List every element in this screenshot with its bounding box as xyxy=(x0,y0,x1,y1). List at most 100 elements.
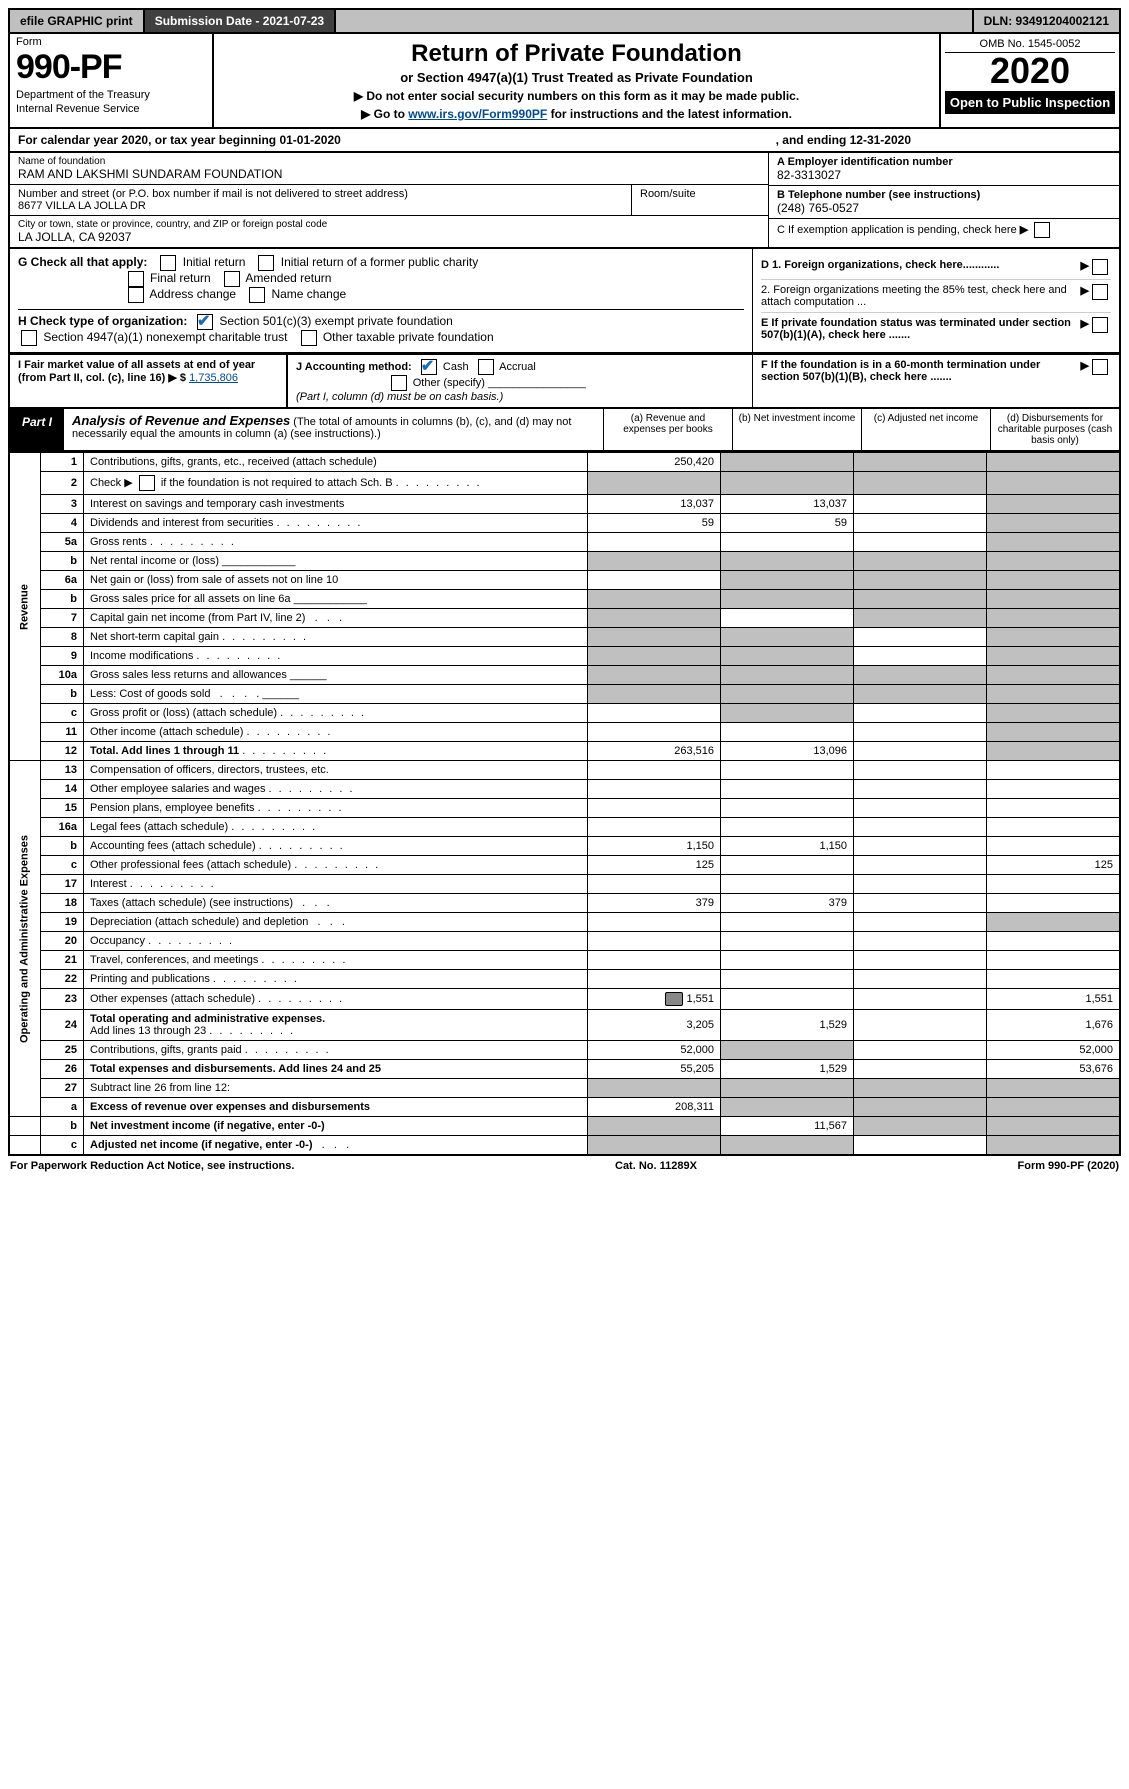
col-a-header: (a) Revenue and expenses per books xyxy=(603,409,732,450)
g-final-return-checkbox[interactable] xyxy=(128,271,144,287)
h-other-taxable: Other taxable private foundation xyxy=(323,330,494,344)
line5b-desc: Net rental income or (loss) ____________ xyxy=(84,552,588,571)
e-checkbox[interactable] xyxy=(1092,317,1108,333)
footer-mid: Cat. No. 11289X xyxy=(615,1160,697,1172)
line2-checkbox[interactable] xyxy=(139,475,155,491)
entity-info: Name of foundation RAM AND LAKSHMI SUNDA… xyxy=(8,153,1121,249)
line16c-desc: Other professional fees (attach schedule… xyxy=(84,856,588,875)
foundation-name-cell: Name of foundation RAM AND LAKSHMI SUNDA… xyxy=(10,153,768,185)
ein-label: A Employer identification number xyxy=(777,156,953,168)
i-cell: I Fair market value of all assets at end… xyxy=(10,355,287,407)
form-link-line: ▶ Go to www.irs.gov/Form990PF for instru… xyxy=(224,107,929,121)
line11-desc: Other income (attach schedule) xyxy=(84,723,588,742)
irs-link[interactable]: www.irs.gov/Form990PF xyxy=(408,107,547,121)
footer-left: For Paperwork Reduction Act Notice, see … xyxy=(10,1160,294,1172)
j-other-checkbox[interactable] xyxy=(391,375,407,391)
dept-irs: Internal Revenue Service xyxy=(16,103,206,115)
j-cash-checkbox[interactable] xyxy=(421,359,437,375)
f-cell: F If the foundation is in a 60-month ter… xyxy=(752,355,1119,407)
name-label: Name of foundation xyxy=(18,156,760,167)
j-accrual-checkbox[interactable] xyxy=(478,359,494,375)
col-d-header: (d) Disbursements for charitable purpose… xyxy=(990,409,1119,450)
h-4947-checkbox[interactable] xyxy=(21,330,37,346)
line6a-desc: Net gain or (loss) from sale of assets n… xyxy=(84,571,588,590)
col-c-header: (c) Adjusted net income xyxy=(861,409,990,450)
h-501c3-checkbox[interactable] xyxy=(197,314,213,330)
col-b-header: (b) Net investment income xyxy=(732,409,861,450)
g-initial-former-checkbox[interactable] xyxy=(258,255,274,271)
g-name-change: Name change xyxy=(271,287,346,301)
form-number: 990-PF xyxy=(16,48,206,87)
line16c-d: 125 xyxy=(987,856,1121,875)
table-row: 5aGross rents xyxy=(9,533,1120,552)
table-row: 2Check ▶ if the foundation is not requir… xyxy=(9,472,1120,495)
form-label: Form xyxy=(16,36,206,48)
form-id-box: Form 990-PF Department of the Treasury I… xyxy=(10,34,214,127)
attachment-icon[interactable] xyxy=(665,992,683,1006)
cal-end: , and ending 12-31-2020 xyxy=(776,133,911,147)
cal-begin: For calendar year 2020, or tax year begi… xyxy=(18,133,341,147)
form-title: Return of Private Foundation xyxy=(224,40,929,68)
table-row: 19Depreciation (attach schedule) and dep… xyxy=(9,913,1120,932)
line6b-desc: Gross sales price for all assets on line… xyxy=(84,590,588,609)
table-row: 21Travel, conferences, and meetings xyxy=(9,951,1120,970)
table-row: bLess: Cost of goods sold . . . . ______ xyxy=(9,685,1120,704)
table-row: 25Contributions, gifts, grants paid 52,0… xyxy=(9,1041,1120,1060)
c-checkbox[interactable] xyxy=(1034,222,1050,238)
g-address-change: Address change xyxy=(149,287,236,301)
d1-checkbox[interactable] xyxy=(1092,259,1108,275)
table-row: 15Pension plans, employee benefits xyxy=(9,799,1120,818)
h-label: H Check type of organization: xyxy=(18,314,187,328)
table-row: Operating and Administrative Expenses 13… xyxy=(9,761,1120,780)
line27a-a: 208,311 xyxy=(588,1098,721,1117)
line2-desc: Check ▶ if the foundation is not require… xyxy=(84,472,588,495)
f-checkbox[interactable] xyxy=(1092,359,1108,375)
g-address-change-checkbox[interactable] xyxy=(128,287,144,303)
year-box: OMB No. 1545-0052 2020 Open to Public In… xyxy=(939,34,1119,127)
line10c-desc: Gross profit or (loss) (attach schedule) xyxy=(84,704,588,723)
h-other-checkbox[interactable] xyxy=(301,330,317,346)
h-4947: Section 4947(a)(1) nonexempt charitable … xyxy=(43,330,287,344)
table-row: 9Income modifications xyxy=(9,647,1120,666)
table-row: 26Total expenses and disbursements. Add … xyxy=(9,1060,1120,1079)
c-label: C If exemption application is pending, c… xyxy=(777,224,1017,236)
line14-desc: Other employee salaries and wages xyxy=(84,780,588,799)
table-row: 18Taxes (attach schedule) (see instructi… xyxy=(9,894,1120,913)
city-label: City or town, state or province, country… xyxy=(18,219,760,230)
table-row: Revenue 1Contributions, gifts, grants, e… xyxy=(9,453,1120,472)
g-final-return: Final return xyxy=(150,271,211,285)
link-suffix: for instructions and the latest informat… xyxy=(547,107,792,121)
line26-d: 53,676 xyxy=(987,1060,1121,1079)
g-name-change-checkbox[interactable] xyxy=(249,287,265,303)
line7-desc: Capital gain net income (from Part IV, l… xyxy=(84,609,588,628)
g-initial-former: Initial return of a former public charit… xyxy=(281,255,478,269)
d2-checkbox[interactable] xyxy=(1092,284,1108,300)
addr-label: Number and street (or P.O. box number if… xyxy=(18,188,623,200)
j-accrual: Accrual xyxy=(499,361,536,373)
g-amended-checkbox[interactable] xyxy=(224,271,240,287)
line23-a: 1,551 xyxy=(588,989,721,1010)
table-row: 3Interest on savings and temporary cash … xyxy=(9,495,1120,514)
table-row: 8Net short-term capital gain xyxy=(9,628,1120,647)
d2-label: 2. Foreign organizations meeting the 85%… xyxy=(761,284,1081,308)
line9-desc: Income modifications xyxy=(84,647,588,666)
table-row: 11Other income (attach schedule) xyxy=(9,723,1120,742)
part1-desc: Analysis of Revenue and Expenses (The to… xyxy=(64,409,603,450)
dept-treasury: Department of the Treasury xyxy=(16,89,206,101)
line25-a: 52,000 xyxy=(588,1041,721,1060)
row-ijf: I Fair market value of all assets at end… xyxy=(8,354,1121,409)
line22-desc: Printing and publications xyxy=(84,970,588,989)
table-row: 23Other expenses (attach schedule) 1,551… xyxy=(9,989,1120,1010)
line12-desc: Total. Add lines 1 through 11 xyxy=(84,742,588,761)
line16c-a: 125 xyxy=(588,856,721,875)
g-initial-return-checkbox[interactable] xyxy=(160,255,176,271)
city: LA JOLLA, CA 92037 xyxy=(18,230,760,244)
j-note: (Part I, column (d) must be on cash basi… xyxy=(296,391,503,403)
line5a-desc: Gross rents xyxy=(84,533,588,552)
line4-a: 59 xyxy=(588,514,721,533)
line23-d: 1,551 xyxy=(987,989,1121,1010)
line24-a: 3,205 xyxy=(588,1010,721,1041)
part1-header: Part I Analysis of Revenue and Expenses … xyxy=(8,409,1121,452)
efile-print-button[interactable]: efile GRAPHIC print xyxy=(10,10,145,32)
line1-desc: Contributions, gifts, grants, etc., rece… xyxy=(84,453,588,472)
